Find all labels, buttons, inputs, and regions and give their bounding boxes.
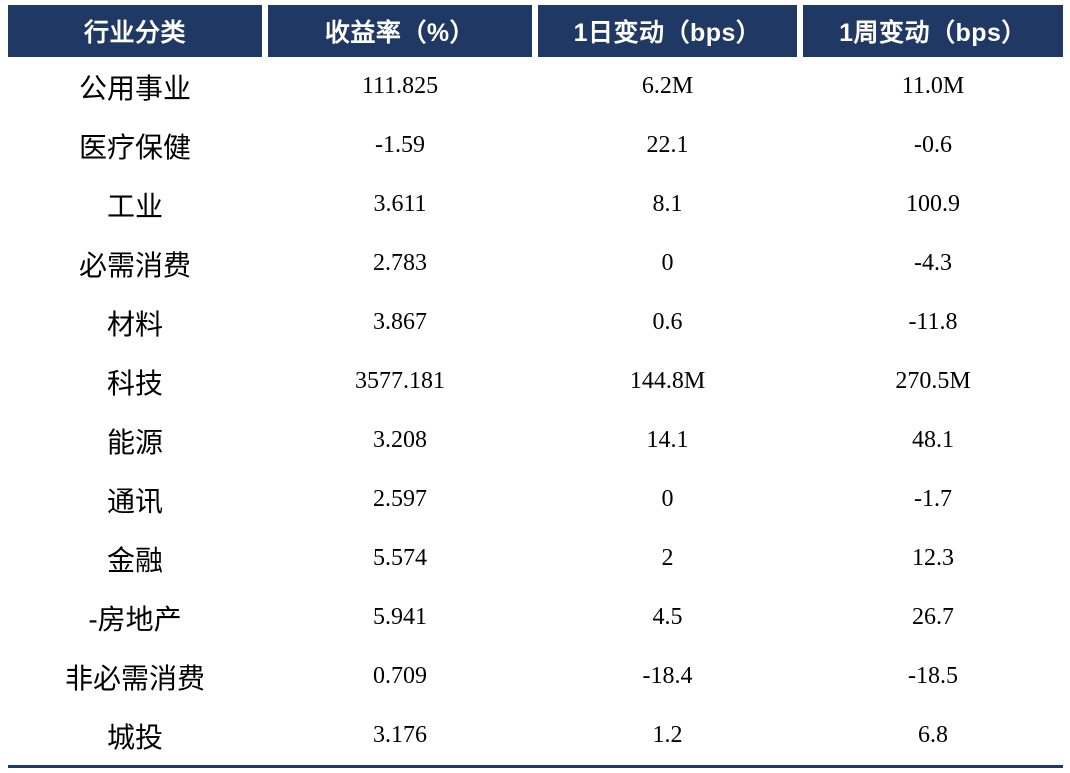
yield-cell: 3.611 <box>373 191 427 217</box>
table-row: 城投 3.176 1.2 6.8 <box>8 706 1063 765</box>
table-row: -房地产 5.941 4.5 26.7 <box>8 588 1063 647</box>
change-1w-cell: 26.7 <box>912 604 954 630</box>
industry-cell: 工业 <box>106 190 163 222</box>
column-header-industry: 行业分类 <box>8 5 262 57</box>
change-1d-cell: 1.2 <box>652 722 683 748</box>
industry-cell: 医疗保健 <box>78 131 191 163</box>
yield-cell: 2.783 <box>373 250 427 276</box>
yield-cell: 3.867 <box>373 309 427 335</box>
industry-cell: 能源 <box>106 426 163 458</box>
industry-cell: 城投 <box>106 721 163 753</box>
change-1w-cell: -11.8 <box>908 309 958 335</box>
change-1d-cell: -18.4 <box>642 663 693 689</box>
change-1d-cell: 6.2M <box>641 73 694 99</box>
change-1d-cell: 0 <box>661 486 674 512</box>
change-1w-cell: -1.7 <box>914 486 952 512</box>
change-1w-cell: -0.6 <box>914 132 952 158</box>
change-1d-cell: 2 <box>661 545 674 571</box>
change-1w-cell: 11.0M <box>901 73 965 99</box>
change-1d-cell: 14.1 <box>646 427 689 453</box>
industry-cell: 材料 <box>106 308 163 340</box>
yield-cell: 3.176 <box>373 722 427 748</box>
change-1w-cell: 100.9 <box>906 191 960 217</box>
industry-cell: 金融 <box>106 544 163 576</box>
change-1d-cell: 0 <box>661 250 674 276</box>
table-header-row: 行业分类 收益率（%） 1日变动（bps） 1周变动（bps） <box>8 5 1063 57</box>
change-1d-cell: 22.1 <box>646 132 689 158</box>
yield-cell: -1.59 <box>375 132 425 158</box>
table-bottom-rule <box>8 765 1063 768</box>
industry-yield-table: 行业分类 收益率（%） 1日变动（bps） 1周变动（bps） 公用事业 111… <box>8 5 1063 768</box>
yield-cell: 3577.181 <box>355 368 445 394</box>
table-row: 非必需消费 0.709 -18.4 -18.5 <box>8 647 1063 706</box>
change-1w-cell: 48.1 <box>912 427 954 453</box>
change-1d-cell: 4.5 <box>652 604 683 630</box>
change-1w-cell: -18.5 <box>908 663 958 689</box>
industry-cell: 通讯 <box>106 485 163 517</box>
table-row: 通讯 2.597 0 -1.7 <box>8 470 1063 529</box>
industry-cell: 公用事业 <box>78 72 191 104</box>
yield-cell: 2.597 <box>373 486 427 512</box>
industry-cell: -房地产 <box>88 603 182 635</box>
table-row: 工业 3.611 8.1 100.9 <box>8 175 1063 234</box>
change-1w-cell: 270.5M <box>895 368 971 394</box>
yield-cell: 0.709 <box>373 663 427 689</box>
change-1d-cell: 144.8M <box>629 368 706 394</box>
yield-cell: 111.825 <box>361 73 439 99</box>
yield-cell: 5.941 <box>373 604 427 630</box>
change-1w-cell: -4.3 <box>914 250 952 276</box>
industry-cell: 科技 <box>106 367 163 399</box>
change-1d-cell: 0.6 <box>652 309 683 335</box>
table-row: 必需消费 2.783 0 -4.3 <box>8 234 1063 293</box>
column-header-change-1w: 1周变动（bps） <box>803 5 1063 57</box>
table-row: 能源 3.208 14.1 48.1 <box>8 411 1063 470</box>
table-row: 医疗保健 -1.59 22.1 -0.6 <box>8 116 1063 175</box>
table-row: 金融 5.574 2 12.3 <box>8 529 1063 588</box>
change-1w-cell: 12.3 <box>912 545 954 571</box>
column-header-yield: 收益率（%） <box>268 5 532 57</box>
yield-cell: 5.574 <box>373 545 427 571</box>
change-1w-cell: 6.8 <box>918 722 948 748</box>
table-row: 公用事业 111.825 6.2M 11.0M <box>8 57 1063 116</box>
industry-cell: 必需消费 <box>78 249 191 281</box>
industry-cell: 非必需消费 <box>64 662 205 694</box>
change-1d-cell: 8.1 <box>652 191 683 217</box>
yield-cell: 3.208 <box>373 427 427 453</box>
table-row: 科技 3577.181 144.8M 270.5M <box>8 352 1063 411</box>
column-header-change-1d: 1日变动（bps） <box>538 5 797 57</box>
table-row: 材料 3.867 0.6 -11.8 <box>8 293 1063 352</box>
